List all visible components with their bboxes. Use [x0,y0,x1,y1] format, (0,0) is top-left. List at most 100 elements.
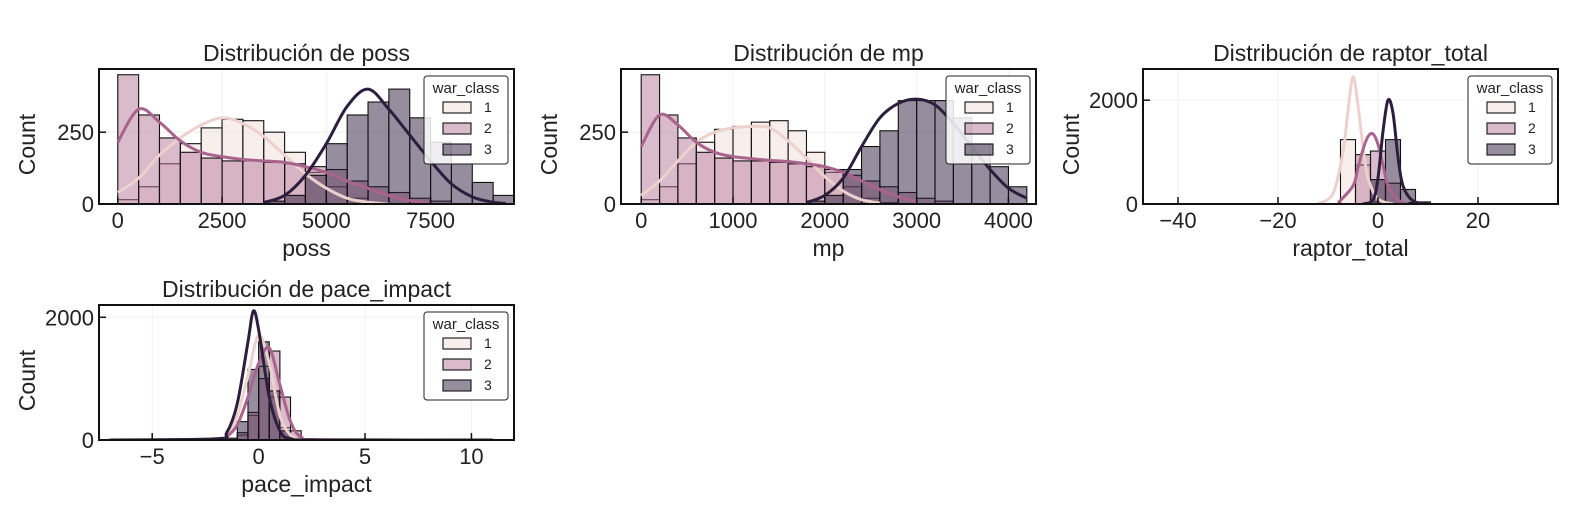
bar-class-2 [769,161,789,204]
chart-title: Distribución de raptor_total [1213,40,1488,66]
kde-line-class-2 [639,112,918,204]
y-tick-label: 0 [82,192,94,217]
y-tick-label: 250 [579,120,616,145]
legend: war_class 1 2 3 [423,75,509,165]
kde-line-class-2 [116,107,431,204]
kde-curves [116,87,506,204]
bar-class-3 [346,114,369,204]
legend-label: 1 [484,335,492,351]
legend-swatch [442,337,472,350]
x-tick-label: 2000 [800,208,849,233]
chart-title: Distribución de pace_impact [162,276,452,302]
bar-class-3 [897,100,918,204]
bar-class-2 [714,157,734,204]
legend-swatch [442,101,472,114]
x-tick-label: 20 [1466,208,1490,233]
x-tick-label: 7500 [406,208,455,233]
kde-line-class-3 [805,97,1028,204]
subplot-4: −5 0 5 10 0 2000 Distribución de pace_impactpa… [14,276,515,497]
legend-label: 2 [484,356,492,372]
x-tick-label: 0 [252,444,264,469]
bar-class-2 [179,151,202,204]
x-tick-label: 0 [112,208,124,233]
subplot-2: 0 1000 2000 3000 4000 0 250 Distribución de mp m… [536,40,1037,261]
histogram-bars [117,74,514,204]
axes-frame [620,68,1037,205]
legend-swatch [442,379,472,392]
legend-swatch [1486,143,1516,156]
legend-swatch [442,143,472,156]
legend: war_class 1 2 3 [945,75,1031,165]
legend-title: war_class [954,80,1022,97]
subplot-1: 0 2500 5000 7500 0 250 Distribución de poss pos… [14,40,515,261]
legend-label: 3 [1006,141,1014,157]
legend-box [423,75,509,165]
x-tick-label: 0 [635,208,647,233]
legend: war_class 1 2 3 [423,311,509,401]
axes-frame [98,68,515,205]
legend-box [945,75,1031,165]
x-tick-label: 0 [1372,208,1384,233]
bar-class-2 [750,160,771,204]
legend-title: war_class [432,80,500,97]
bar-class-3 [824,194,844,204]
x-tick-label: 4000 [984,208,1033,233]
legend-label: 1 [1006,99,1014,115]
kde-line-class-1 [1317,75,1394,204]
x-tick-label: 3000 [892,208,941,233]
legend-label: 1 [484,99,492,115]
kde-line-class-1 [116,116,389,204]
bar-class-3 [388,88,411,204]
bar-class-2 [787,163,808,204]
legend-swatch [964,101,994,114]
bar-class-2 [200,157,223,204]
legend: war_class 1 2 3 [1467,75,1553,165]
y-tick-label: 250 [57,120,94,145]
legend-label: 3 [1528,141,1536,157]
legend-swatch [1486,101,1516,114]
x-tick-label: 1000 [709,208,758,233]
legend-box [1467,75,1553,165]
kde-line-class-1 [640,124,881,204]
legend-title: war_class [1476,80,1544,97]
legend-swatch [442,122,472,135]
legend-label: 3 [484,377,492,393]
bar-class-2 [695,151,716,204]
legend-swatch [442,358,472,371]
kde-curves [639,97,1028,204]
y-tick-label: 0 [604,192,616,217]
x-axis-label: mp [813,235,845,261]
y-axis-label: Count [1058,113,1084,175]
x-tick-label: 5 [359,444,371,469]
kde-line-class-2 [1336,131,1409,204]
bar-class-3 [916,100,936,204]
bar-class-3 [450,163,473,204]
y-tick-label: 2000 [45,305,94,330]
subplot-3: −40 −20 0 20 0 2000 Distribución de raptor_tot… [1058,40,1559,261]
x-tick-label: 2500 [198,208,247,233]
bar-class-2 [242,160,265,204]
x-tick-label: −40 [1159,208,1196,233]
kde-curves [1317,75,1429,204]
x-axis-label: pace_impact [241,471,372,497]
y-axis-label: Count [536,113,562,175]
y-tick-label: 0 [1126,192,1138,217]
legend-label: 3 [484,141,492,157]
histogram-bars [640,74,1028,204]
chart-title: Distribución de poss [203,40,410,66]
x-tick-label: −5 [140,444,165,469]
axes-frame [1142,68,1559,205]
legend-swatch [964,143,994,156]
axes-frame [98,304,515,441]
y-axis-label: Count [14,113,40,175]
kde-line-class-3 [1362,97,1429,204]
y-axis-label: Count [14,349,40,411]
bar-class-2 [221,160,244,204]
legend-label: 2 [1528,120,1536,136]
legend-label: 2 [1006,120,1014,136]
y-tick-label: 0 [82,428,94,453]
x-tick-label: 10 [459,444,483,469]
legend-swatch [964,122,994,135]
legend-swatch [1486,122,1516,135]
